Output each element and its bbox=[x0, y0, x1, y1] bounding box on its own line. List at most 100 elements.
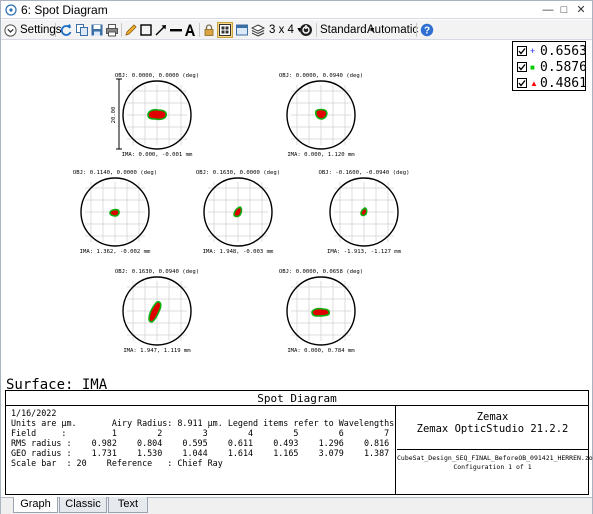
info-geo-line: GEO radius : 1.731 1.530 1.044 1.614 1.1… bbox=[11, 448, 390, 458]
wavelength-legend: + 0.6563 ■ 0.5876 ▲ 0.4861 bbox=[512, 41, 587, 91]
ima-label: IMA: 1.362, -0.002 mm bbox=[80, 249, 151, 255]
text-button[interactable] bbox=[183, 22, 197, 38]
ima-label: IMA: 0.000, 0.784 mm bbox=[287, 348, 355, 354]
checkbox-checked-icon[interactable] bbox=[517, 46, 527, 56]
info-units-line: Units are µm. Airy Radius: 8.911 µm. Leg… bbox=[11, 418, 395, 428]
info-scale-line: Scale bar : 20 Reference : Chief Ray bbox=[11, 458, 223, 468]
line-icon bbox=[170, 29, 182, 32]
spot-diagram-plot: OBJ: 0.0000, 0.0000 (deg) IMA: 0.000, -0.… bbox=[2, 41, 591, 393]
lock-icon bbox=[204, 24, 214, 36]
copy-button[interactable] bbox=[75, 22, 89, 38]
layers-button[interactable] bbox=[251, 22, 265, 38]
cycle-button[interactable] bbox=[299, 22, 313, 38]
save-icon bbox=[91, 24, 103, 36]
tab-classic[interactable]: Classic bbox=[59, 497, 107, 513]
close-icon[interactable]: ✕ bbox=[576, 4, 586, 16]
layout-dropdown[interactable]: 3 x 4 ▼ bbox=[269, 22, 303, 38]
info-field-line: Field : 1 2 3 4 5 6 7 bbox=[11, 428, 390, 438]
airy-circle bbox=[329, 177, 399, 247]
layers-icon bbox=[251, 24, 265, 37]
airy-circle bbox=[203, 177, 273, 247]
spot-blob bbox=[147, 108, 167, 121]
airy-circle bbox=[80, 177, 150, 247]
legend-item: ▲ 0.4861 bbox=[517, 75, 587, 91]
legend-value: 0.5876 bbox=[540, 59, 587, 75]
rectangle-button[interactable] bbox=[139, 22, 153, 38]
legend-value: 0.6563 bbox=[540, 43, 587, 59]
surface-label: Surface: IMA bbox=[6, 377, 108, 393]
info-file-panel: CubeSat_Design_SEQ_FINAL_BeforeOB_091421… bbox=[397, 450, 593, 494]
configuration-label: Configuration 1 of 1 bbox=[453, 463, 532, 471]
grid-icon bbox=[219, 24, 231, 36]
arrow-button[interactable] bbox=[154, 22, 168, 38]
airy-circle bbox=[286, 276, 356, 346]
info-company-panel: Zemax Zemax OpticStudio 21.2.2 bbox=[397, 406, 588, 450]
triangle-marker-icon: ▲ bbox=[530, 78, 538, 88]
company-name: Zemax bbox=[476, 411, 509, 423]
spot-diagram-app-icon bbox=[5, 4, 17, 16]
info-box: Spot Diagram 1/16/2022 Units are µm. Airy… bbox=[5, 390, 593, 495]
view-tabs: Graph Classic Text bbox=[1, 497, 592, 514]
info-title: Spot Diagram bbox=[6, 391, 588, 406]
checkbox-checked-icon[interactable] bbox=[517, 78, 527, 88]
obj-label: OBJ: 0.0000, 0.0000 (deg) bbox=[115, 73, 199, 79]
pencil-button[interactable] bbox=[124, 22, 138, 38]
standard-label: Standard bbox=[320, 24, 367, 36]
minimize-icon[interactable]: — bbox=[542, 4, 554, 16]
tab-graph[interactable]: Graph bbox=[13, 497, 58, 513]
dropdown-arrow-icon: ▼ bbox=[368, 26, 376, 34]
layout-label: 3 x 4 bbox=[269, 24, 294, 36]
spot-blob bbox=[360, 207, 368, 217]
info-date: 1/16/2022 bbox=[11, 408, 57, 418]
rectangle-icon bbox=[140, 24, 152, 36]
settings-label: Settings bbox=[20, 24, 62, 36]
help-icon: ? bbox=[420, 23, 434, 37]
square-marker-icon: ■ bbox=[530, 62, 535, 72]
line-button[interactable] bbox=[169, 22, 183, 38]
help-button[interactable]: ? bbox=[420, 22, 434, 38]
svg-text:?: ? bbox=[424, 26, 430, 37]
legend-value: 0.4861 bbox=[540, 75, 587, 91]
spot-blob bbox=[233, 206, 243, 218]
text-a-icon bbox=[185, 24, 195, 36]
settings-button[interactable]: Settings bbox=[4, 22, 62, 38]
pencil-icon bbox=[125, 24, 137, 36]
ima-label: IMA: -1.913, -1.127 mm bbox=[327, 249, 402, 255]
obj-label: OBJ: 0.1630, 0.0000 (deg) bbox=[196, 170, 280, 176]
automatic-dropdown[interactable]: Automatic ▼ bbox=[367, 22, 427, 38]
copy-icon bbox=[76, 24, 88, 36]
tab-text[interactable]: Text bbox=[108, 497, 148, 513]
obj-label: OBJ: 0.0000, 0.0940 (deg) bbox=[279, 73, 363, 79]
airy-circle bbox=[122, 80, 192, 150]
refresh-button[interactable] bbox=[59, 22, 73, 38]
power-cycle-icon bbox=[300, 24, 312, 36]
obj-label: OBJ: 0.1630, 0.0940 (deg) bbox=[115, 269, 199, 275]
grid-button[interactable] bbox=[217, 22, 233, 38]
info-rms-line: RMS radius : 0.982 0.804 0.595 0.611 0.4… bbox=[11, 438, 390, 448]
checkbox-checked-icon[interactable] bbox=[517, 62, 527, 72]
spot-blob bbox=[148, 301, 162, 323]
print-button[interactable] bbox=[105, 22, 119, 38]
obj-label: OBJ: 0.0000, 0.0658 (deg) bbox=[279, 269, 363, 275]
ima-label: IMA: 0.000, -0.001 mm bbox=[122, 152, 193, 158]
spot-blob bbox=[315, 108, 328, 120]
lock-button[interactable] bbox=[202, 22, 216, 38]
refresh-icon bbox=[60, 24, 72, 36]
window-title: 6: Spot Diagram bbox=[21, 3, 108, 17]
window-button[interactable] bbox=[235, 22, 249, 38]
toolbar: Settings bbox=[1, 20, 592, 40]
dropdown-arrow-icon: ▼ bbox=[295, 26, 303, 34]
airy-circle bbox=[286, 80, 356, 150]
ima-label: IMA: 1.948, -0.003 mm bbox=[203, 249, 274, 255]
scale-bar-label: 20.00 bbox=[111, 107, 117, 124]
airy-circle bbox=[122, 276, 192, 346]
chevron-down-circle-icon bbox=[4, 23, 17, 37]
save-button[interactable] bbox=[90, 22, 104, 38]
title-bar: 6: Spot Diagram — □ ✕ bbox=[1, 1, 592, 19]
standard-dropdown[interactable]: Standard ▼ bbox=[320, 22, 376, 38]
spot-blob bbox=[109, 208, 120, 217]
info-left-panel: 1/16/2022 Units are µm. Airy Radius: 8.91… bbox=[6, 406, 396, 494]
arrow-line-icon bbox=[155, 25, 166, 36]
maximize-icon[interactable]: □ bbox=[560, 4, 568, 16]
